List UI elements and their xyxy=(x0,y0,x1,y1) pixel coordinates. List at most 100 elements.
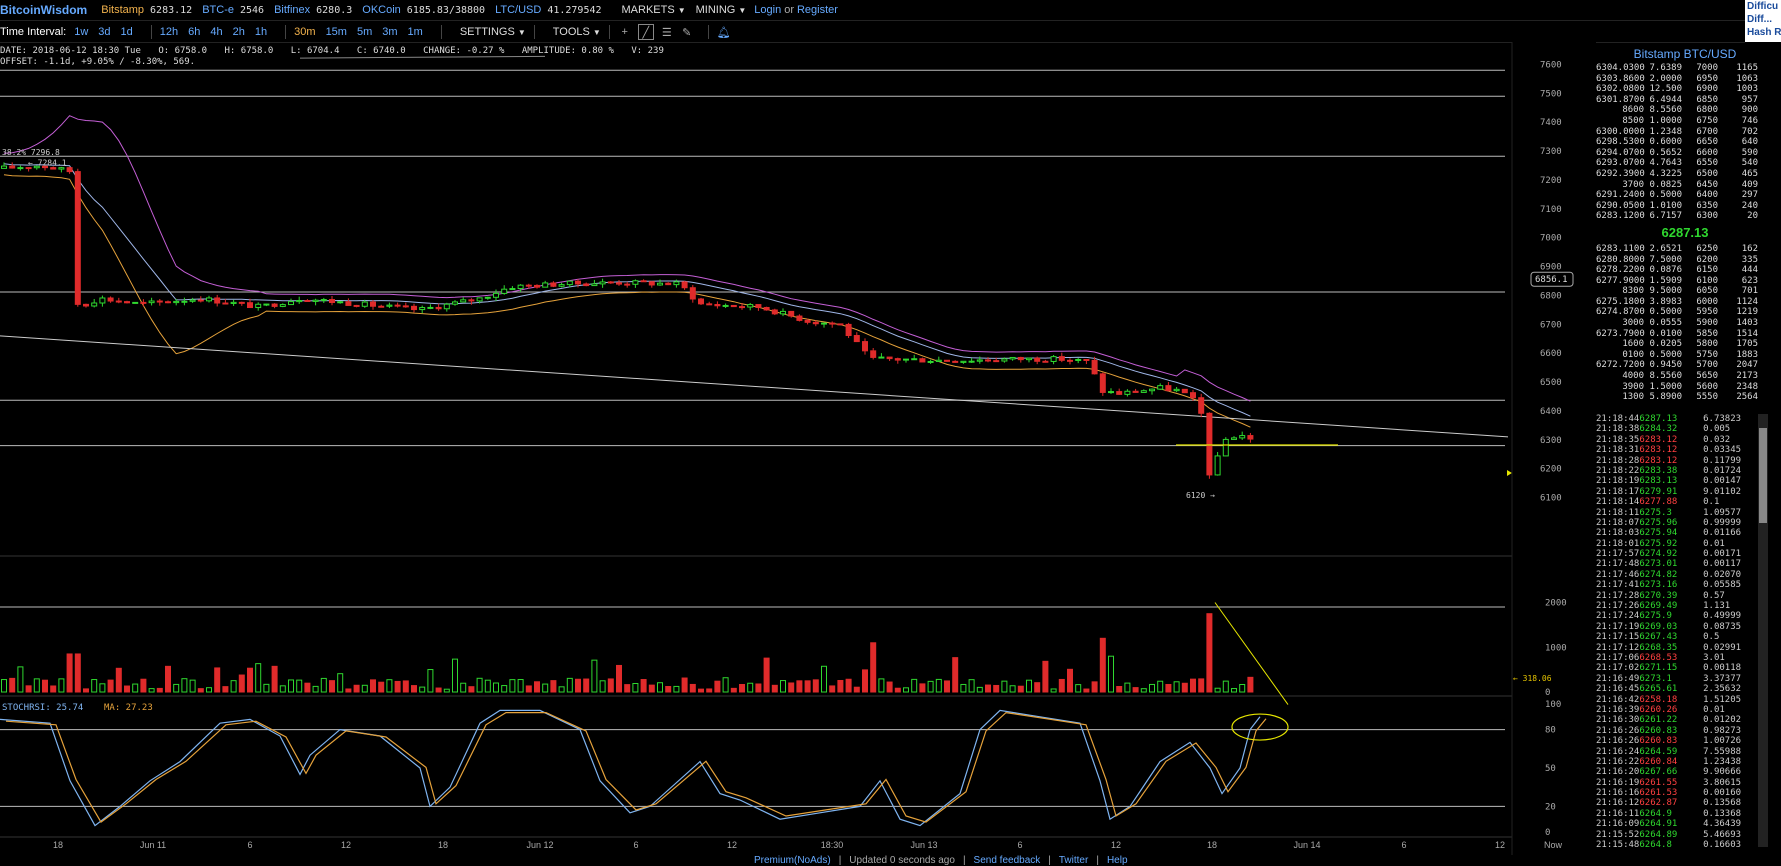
ask-row[interactable]: 8600 8.5560 6800 900 xyxy=(1596,105,1774,116)
bid-cell: 0.0876 xyxy=(1649,265,1682,276)
ticker-ltcusd[interactable]: LTC/USD 41.279542 xyxy=(495,4,601,16)
trade-price: 6273.16 xyxy=(1639,580,1678,591)
volume-bar xyxy=(1026,679,1032,693)
interval-5m[interactable]: 5m xyxy=(356,26,373,38)
ticker-bitfinex[interactable]: Bitfinex 6280.3 xyxy=(274,4,352,16)
ask-row[interactable]: 6301.8700 6.4944 6850 957 xyxy=(1596,95,1774,106)
markets-menu[interactable]: MARKETS ▼ xyxy=(622,4,686,16)
volume-bar xyxy=(1132,687,1139,693)
ask-row[interactable]: 6304.0300 7.6389 7000 1165 xyxy=(1596,63,1774,74)
ticker-btce[interactable]: BTC-e 2546 xyxy=(202,4,264,16)
bid-row[interactable]: 0100 0.5000 5750 1883 xyxy=(1596,350,1774,361)
divider xyxy=(285,25,287,39)
interval-3d[interactable]: 3d xyxy=(98,26,111,38)
volume-bar xyxy=(829,685,836,693)
ask-row[interactable]: 6300.0000 1.2348 6700 702 xyxy=(1596,127,1774,138)
crosshair-icon[interactable]: + xyxy=(621,26,628,38)
bid-row[interactable]: 1600 0.0205 5800 1705 xyxy=(1596,339,1774,350)
interval-15m[interactable]: 15m xyxy=(325,26,347,38)
interval-1m[interactable]: 1m xyxy=(407,26,423,38)
settings-menu[interactable]: SETTINGS ▼ xyxy=(460,26,526,38)
candle-body xyxy=(58,167,65,170)
mining-menu[interactable]: MINING ▼ xyxy=(696,4,747,16)
candle-body xyxy=(33,165,40,169)
bid-row[interactable]: 6278.2200 0.0876 6150 444 xyxy=(1596,265,1774,276)
bid-cell: 1705 xyxy=(1736,339,1758,350)
bid-row[interactable]: 6283.1100 2.6521 6250 162 xyxy=(1596,244,1774,255)
ask-row[interactable]: 6293.0700 4.7643 6550 540 xyxy=(1596,158,1774,169)
bid-row[interactable]: 4000 8.5560 5650 2173 xyxy=(1596,371,1774,382)
rsi-tick-label: 100 xyxy=(1545,700,1561,710)
login-link[interactable]: Login xyxy=(754,4,782,16)
interval-6h[interactable]: 6h xyxy=(188,26,201,38)
bid-cell: 2.6521 xyxy=(1649,243,1682,254)
premium-link[interactable]: Premium(NoAds) xyxy=(754,854,831,866)
bid-row[interactable]: 8300 9.5000 6050 701 xyxy=(1596,286,1774,297)
interval-4h[interactable]: 4h xyxy=(210,26,223,38)
trade-row: 21:17:26 6269.49 1.131 xyxy=(1596,601,1764,611)
ask-row[interactable]: 6291.2400 0.5000 6400 297 xyxy=(1596,190,1774,201)
bid-row[interactable]: 6275.1800 3.8983 6000 1124 xyxy=(1596,297,1774,308)
bid-cell: 0.5000 xyxy=(1649,349,1682,360)
ask-row[interactable]: 6294.0700 0.5652 6600 590 xyxy=(1596,148,1774,159)
bid-row[interactable]: 6277.9000 1.5909 6100 623 xyxy=(1596,276,1774,287)
ask-row[interactable]: 8500 1.0000 6750 746 xyxy=(1596,116,1774,127)
bid-row[interactable]: 3900 1.5000 5600 2348 xyxy=(1596,382,1774,393)
candle-body xyxy=(976,359,983,362)
candle-body xyxy=(804,319,811,323)
bid-row[interactable]: 6280.8000 7.5000 6200 335 xyxy=(1596,255,1774,266)
interval-3m[interactable]: 3m xyxy=(382,26,398,38)
ask-cell: 409 xyxy=(1741,179,1758,190)
volume-bar xyxy=(985,684,991,693)
ask-row[interactable]: 6298.5300 0.6000 6650 640 xyxy=(1596,137,1774,148)
horizontal-lines-icon[interactable]: ☰ xyxy=(661,26,672,39)
trendline-icon[interactable]: ╱ xyxy=(637,24,654,40)
site-logo[interactable]: BitcoinWisdom xyxy=(0,3,88,17)
ask-row[interactable]: 3700 0.0825 6450 409 xyxy=(1596,180,1774,191)
bid-row[interactable]: 3000 0.0555 5900 1403 xyxy=(1596,318,1774,329)
interval-1h[interactable]: 1h xyxy=(254,26,268,38)
difficulty-panel[interactable]: Difficu Diff... Hash R xyxy=(1745,0,1781,42)
feedback-link[interactable]: Send feedback xyxy=(973,854,1041,866)
register-link[interactable]: Register xyxy=(796,4,838,16)
trade-row: 21:17:06 6268.53 3.01 xyxy=(1596,653,1764,663)
interval-2h[interactable]: 2h xyxy=(232,26,245,38)
bid-row[interactable]: 6274.8700 0.5000 5950 1219 xyxy=(1596,307,1774,318)
candle-body xyxy=(189,299,196,302)
time-tick-label: 18 xyxy=(53,840,63,850)
trades-scrollbar[interactable] xyxy=(1758,414,1768,847)
bid-row[interactable]: 6273.7900 0.0100 5850 1514 xyxy=(1596,329,1774,340)
volume-bar xyxy=(591,659,598,693)
candle-body xyxy=(74,171,81,305)
price-chart[interactable]: 7600750074007300720071007000690068006700… xyxy=(0,42,1596,855)
candle-body xyxy=(1099,373,1106,393)
tools-menu[interactable]: TOOLS ▼ xyxy=(553,26,601,38)
volume-bar xyxy=(575,678,581,693)
bid-row[interactable]: 6272.7200 0.9450 5700 2047 xyxy=(1596,360,1774,371)
scrollbar-thumb[interactable] xyxy=(1759,428,1767,523)
candle-body xyxy=(411,305,417,311)
interval-1d[interactable]: 1d xyxy=(120,26,133,38)
bell-icon[interactable]: 🔔︎ xyxy=(716,26,731,39)
volume-bar xyxy=(66,653,73,693)
pen-icon[interactable]: ✎ xyxy=(682,26,692,39)
interval-30m[interactable]: 30m xyxy=(294,26,316,38)
ask-row[interactable]: 6302.0800 12.500 6900 1003 xyxy=(1596,84,1774,95)
ask-cell: 900 xyxy=(1741,105,1758,116)
twitter-link[interactable]: Twitter xyxy=(1058,854,1089,866)
volume-bar xyxy=(402,680,409,693)
trade-amount: 0.13568 xyxy=(1703,798,1742,809)
interval-12h[interactable]: 12h xyxy=(159,26,179,38)
ask-row[interactable]: 6303.8600 2.0000 6950 1063 xyxy=(1596,74,1774,85)
ask-row[interactable]: 6292.3900 4.3225 6500 465 xyxy=(1596,169,1774,180)
help-link[interactable]: Help xyxy=(1106,854,1128,866)
ask-row[interactable]: 6283.1200 6.7157 6300 20 xyxy=(1596,211,1774,222)
ask-row[interactable]: 6290.0500 1.0100 6350 240 xyxy=(1596,201,1774,212)
ticker-okcoin[interactable]: OKCoin 6185.83/38800 xyxy=(362,4,485,16)
ticker-bitstamp[interactable]: Bitstamp 6283.12 xyxy=(101,4,192,16)
volume-bar xyxy=(993,684,1000,693)
interval-1w[interactable]: 1w xyxy=(74,26,89,38)
bid-row[interactable]: 1300 5.8900 5550 2564 xyxy=(1596,392,1774,403)
trade-row: 21:17:12 6268.35 0.02991 xyxy=(1596,643,1764,653)
trade-price: 6264.89 xyxy=(1639,829,1678,840)
